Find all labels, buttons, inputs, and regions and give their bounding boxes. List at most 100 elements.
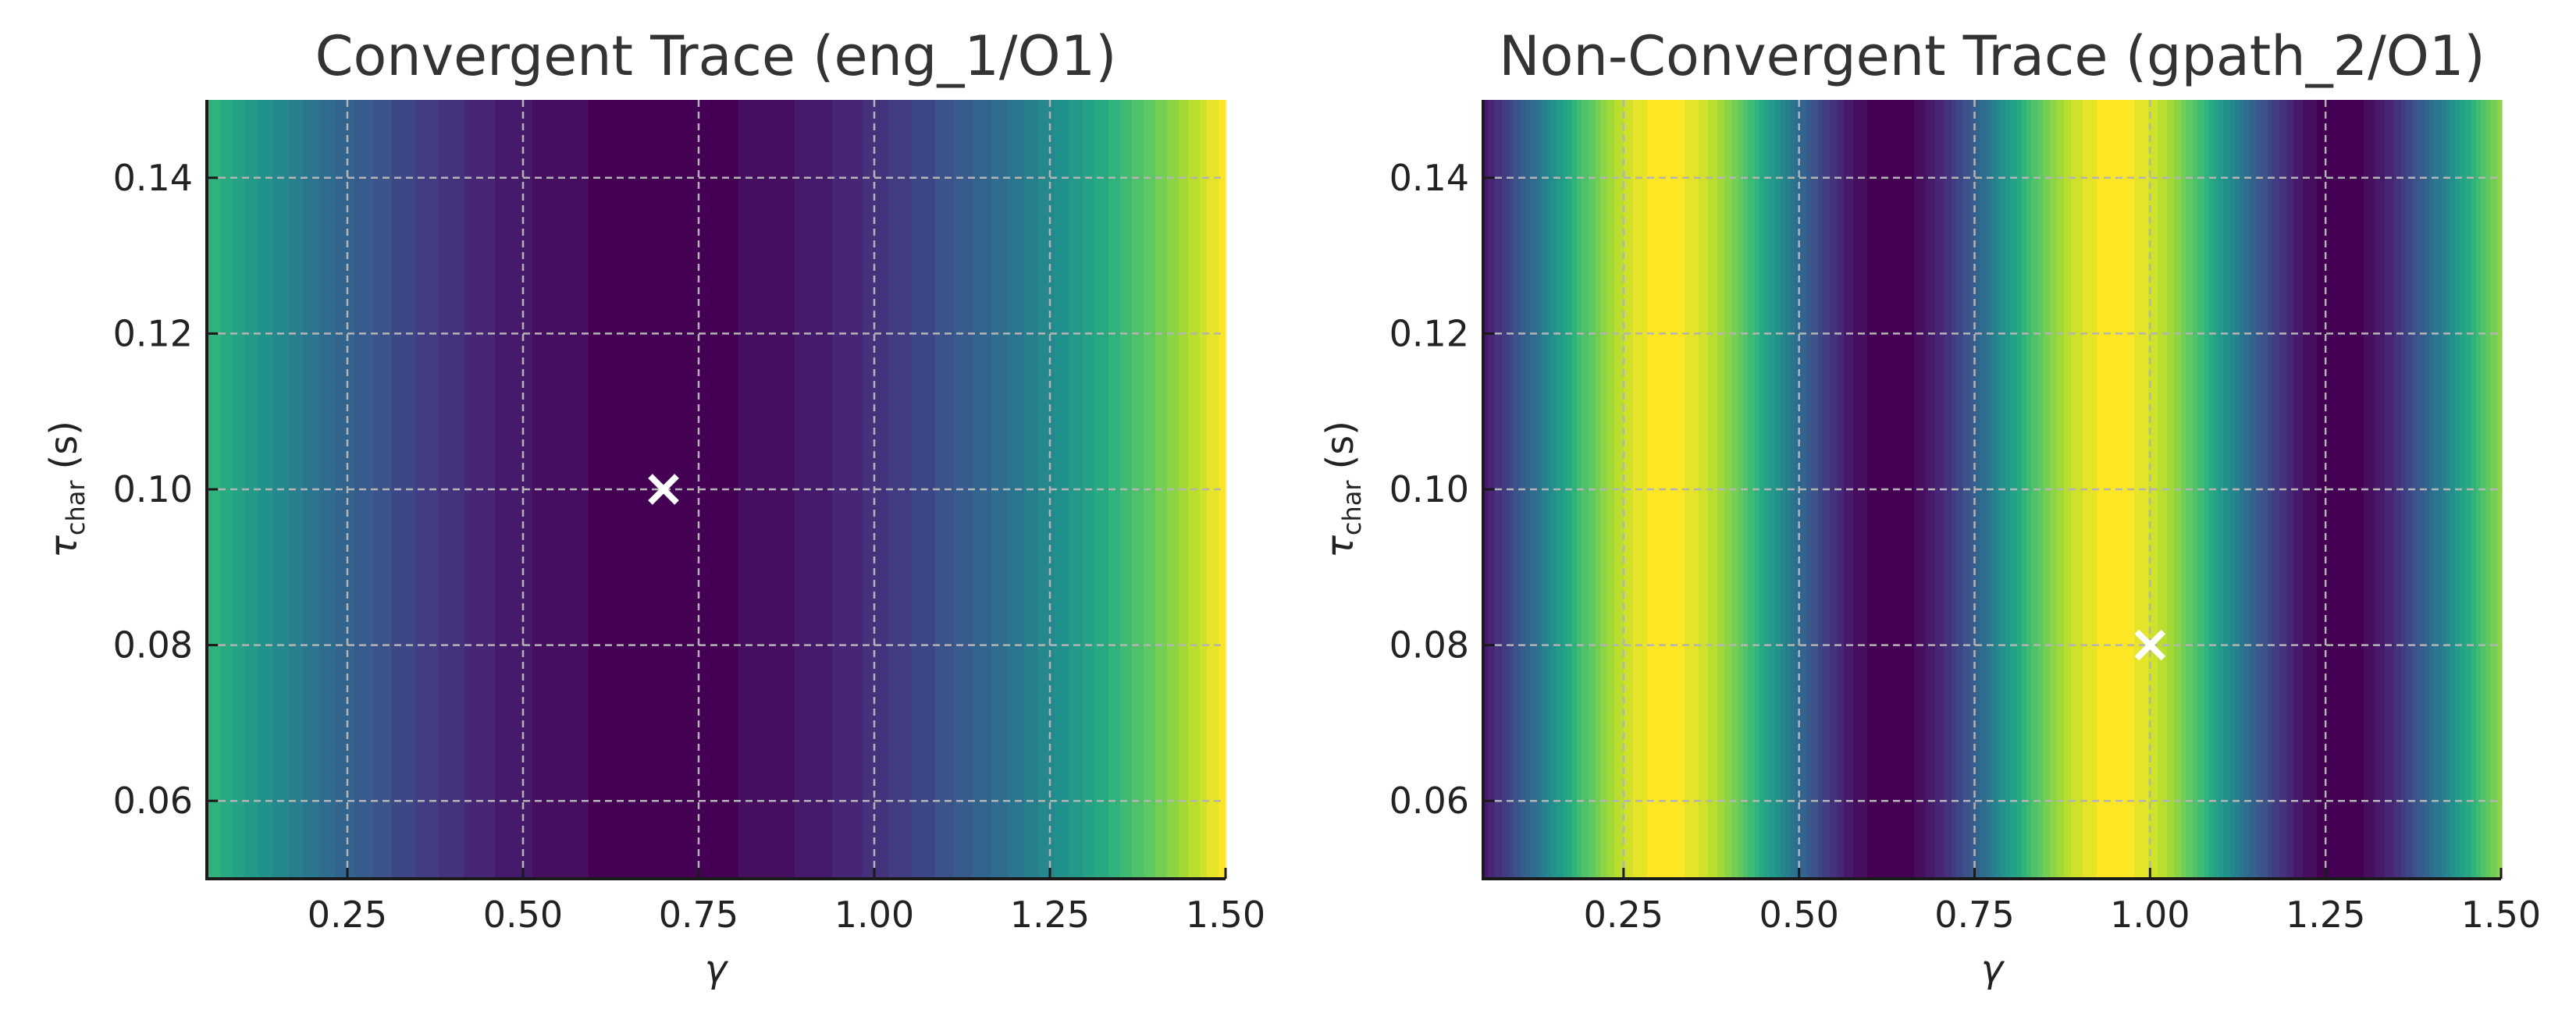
heatmap-cell [425,100,428,879]
heatmap-cell [1783,100,1786,879]
heatmap-cell [357,100,360,879]
heatmap-cell [1186,100,1189,879]
heatmap-cell [1197,100,1201,879]
heatmap-cell [778,100,781,879]
heatmap-cell [2286,100,2290,879]
heatmap-cell [1736,100,1739,879]
heatmap-cell [849,100,852,879]
y-tick-label: 0.12 [1389,312,1469,354]
heatmap-cell [272,100,276,879]
heatmap-cell [310,100,313,879]
heatmap-cell [1057,100,1060,879]
heatmap-cell [928,100,931,879]
heatmap-cell [1153,100,1156,879]
heatmap-cell [1994,100,1997,879]
heatmap-cell [275,100,278,879]
heatmap-cell [591,100,594,879]
heatmap-cell [380,100,383,879]
y-axis-label-subscript: char [1337,480,1367,535]
heatmap-cell [2403,100,2407,879]
heatmap-cell [987,100,990,879]
heatmap-cell [1563,100,1566,879]
y-axis-label-symbol: τ [42,535,86,558]
heatmap-cell [788,100,791,879]
heatmap-cell [2137,100,2140,879]
heatmap-cell [1996,100,1999,879]
heatmap-cell [2193,100,2196,879]
heatmap-cell [1771,100,1774,879]
chart-title: Convergent Trace (eng_1/O1) [315,24,1117,88]
heatmap-cell [2336,100,2339,879]
heatmap-cell [1832,100,1835,879]
heatmap-cell [2230,100,2233,879]
heatmap-cell [1001,100,1004,879]
x-axis-label: γ [705,947,729,991]
heatmap-cell [2357,100,2360,879]
heatmap-cell [2500,100,2503,879]
heatmap-cell [1937,100,1941,879]
heatmap-cell [1024,100,1027,879]
heatmap-cell [1727,100,1730,879]
heatmap-cell [448,100,451,879]
heatmap-cell [1139,100,1142,879]
heatmap-cell [413,100,416,879]
heatmap-cell [612,100,615,879]
heatmap-cell [2429,100,2432,879]
heatmap-cell [1656,100,1660,879]
heatmap-cell [1176,100,1179,879]
heatmap-cell [1200,100,1203,879]
heatmap-cell [1935,100,1938,879]
heatmap-cell [1888,100,1891,879]
heatmap-cell [1762,100,1765,879]
heatmap-cell [1959,100,1962,879]
heatmap-cell [1853,100,1856,879]
optimum-marker [648,474,679,505]
heatmap-cell [450,100,454,879]
heatmap-cell [2441,100,2444,879]
heatmap-cell [497,100,500,879]
y-tick-label: 0.10 [1389,468,1469,510]
heatmap-cell [1820,100,1823,879]
heatmap-cell [343,100,346,879]
heatmap-cell [1844,100,1847,879]
heatmap-cell [2394,100,2397,879]
heatmap-cell [2427,100,2430,879]
heatmap-cell [1115,100,1119,879]
heatmap-cell [2275,100,2278,879]
heatmap-cell [1818,100,1821,879]
heatmap-cell [1923,100,1927,879]
heatmap-cell [436,100,439,879]
heatmap-cell [2251,100,2254,879]
y-tick-label: 0.14 [113,157,193,199]
heatmap-cell [930,100,934,879]
heatmap-cell [729,100,732,879]
heatmap-cell [1607,100,1610,879]
heatmap-cell [975,100,978,879]
heatmap-cell [1891,100,1894,879]
heatmap-cell [1738,100,1742,879]
heatmap-cell [1045,100,1048,879]
panel-non-convergent: Non-Convergent Trace (gpath_2/O1) 0.25 0.… [1318,24,2541,991]
heatmap-cell [624,100,627,879]
heatmap-cell [237,100,240,879]
heatmap-cell [685,100,688,879]
heatmap-cell [1902,100,1905,879]
heatmap-cell [1879,100,1882,879]
heatmap-cell [1724,100,1727,879]
heatmap-cell [298,100,301,879]
heatmap-cell [1516,100,1519,879]
heatmap-cell [1703,100,1706,879]
x-tick-label: 0.50 [1759,894,1838,936]
heatmap-cell [1970,100,1973,879]
heatmap-cell [1984,100,1987,879]
y-axis-label-unit: (s) [1318,421,1362,469]
chart-title: Non-Convergent Trace (gpath_2/O1) [1499,24,2485,88]
heatmap-cell [647,100,650,879]
heatmap-cell [1750,100,1753,879]
heatmap-cell [1069,100,1072,879]
heatmap-cell [2333,100,2336,879]
heatmap-cell [308,100,311,879]
heatmap-cell [2277,100,2280,879]
heatmap-cell [673,100,676,879]
